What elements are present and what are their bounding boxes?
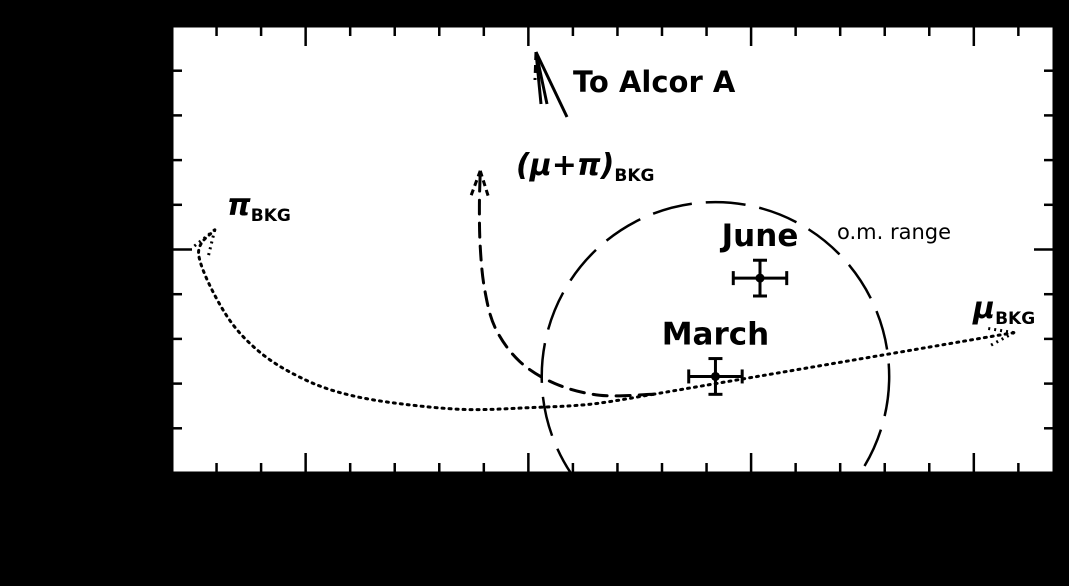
- mu-symbol: μ: [972, 291, 995, 326]
- mu-bkg-arrowhead: [986, 331, 1015, 349]
- plot-content: [190, 51, 1016, 473]
- plot-frame: [170, 24, 1056, 475]
- y-tick-label: −950: [67, 456, 158, 492]
- pi-symbol: π: [227, 188, 251, 223]
- data-point-june: [755, 273, 765, 283]
- pi-bkg-arrowhead: [190, 228, 216, 250]
- mupi-subscript: BKG: [614, 166, 654, 186]
- alcor-arrow-tail: [533, 51, 538, 81]
- pi-subscript: BKG: [251, 206, 291, 226]
- y-tick-label: −925: [67, 233, 158, 269]
- mupi-bkg-label: (μ+π)BKG: [516, 148, 654, 186]
- mu-bkg-curve: [651, 331, 1016, 396]
- data-point-march: [710, 371, 720, 381]
- mupi-bkg-arrowhead: [478, 170, 491, 200]
- y-axis-label: North offset (mas): [16, 89, 52, 411]
- x-axis-label: East offset (mas): [464, 538, 762, 574]
- data-point-march-label: March: [662, 316, 770, 352]
- mu-subscript: BKG: [995, 309, 1035, 329]
- mu-bkg-label: μBKG: [972, 291, 1035, 329]
- alcor-arrowhead: [534, 51, 543, 105]
- mupi-symbol: (μ+π): [516, 148, 614, 183]
- y-tick-label: −900: [67, 9, 158, 45]
- x-tick-label: −450: [483, 487, 574, 523]
- to-alcor-a-label: To Alcor A: [573, 65, 736, 99]
- plot-area: [172, 26, 1054, 473]
- mupi-bkg-arrowhead: [468, 170, 482, 200]
- pi-bkg-arrowhead: [206, 229, 217, 260]
- x-tick-label: −425: [260, 487, 351, 523]
- data-point-june-label: June: [720, 218, 799, 254]
- mupi-bkg-curve: [477, 169, 655, 398]
- mu-bkg-arrowhead: [984, 326, 1015, 335]
- x-tick-label: −475: [706, 487, 797, 523]
- om-range-label: o.m. range: [837, 220, 951, 244]
- alcor-arrowhead: [534, 51, 569, 118]
- pi-bkg-label: πBKG: [227, 188, 291, 226]
- x-tick-label: −500: [928, 487, 1019, 523]
- tick-labels: −425 −450 −475 −500 −900 −925 −950 March June: [67, 9, 1019, 523]
